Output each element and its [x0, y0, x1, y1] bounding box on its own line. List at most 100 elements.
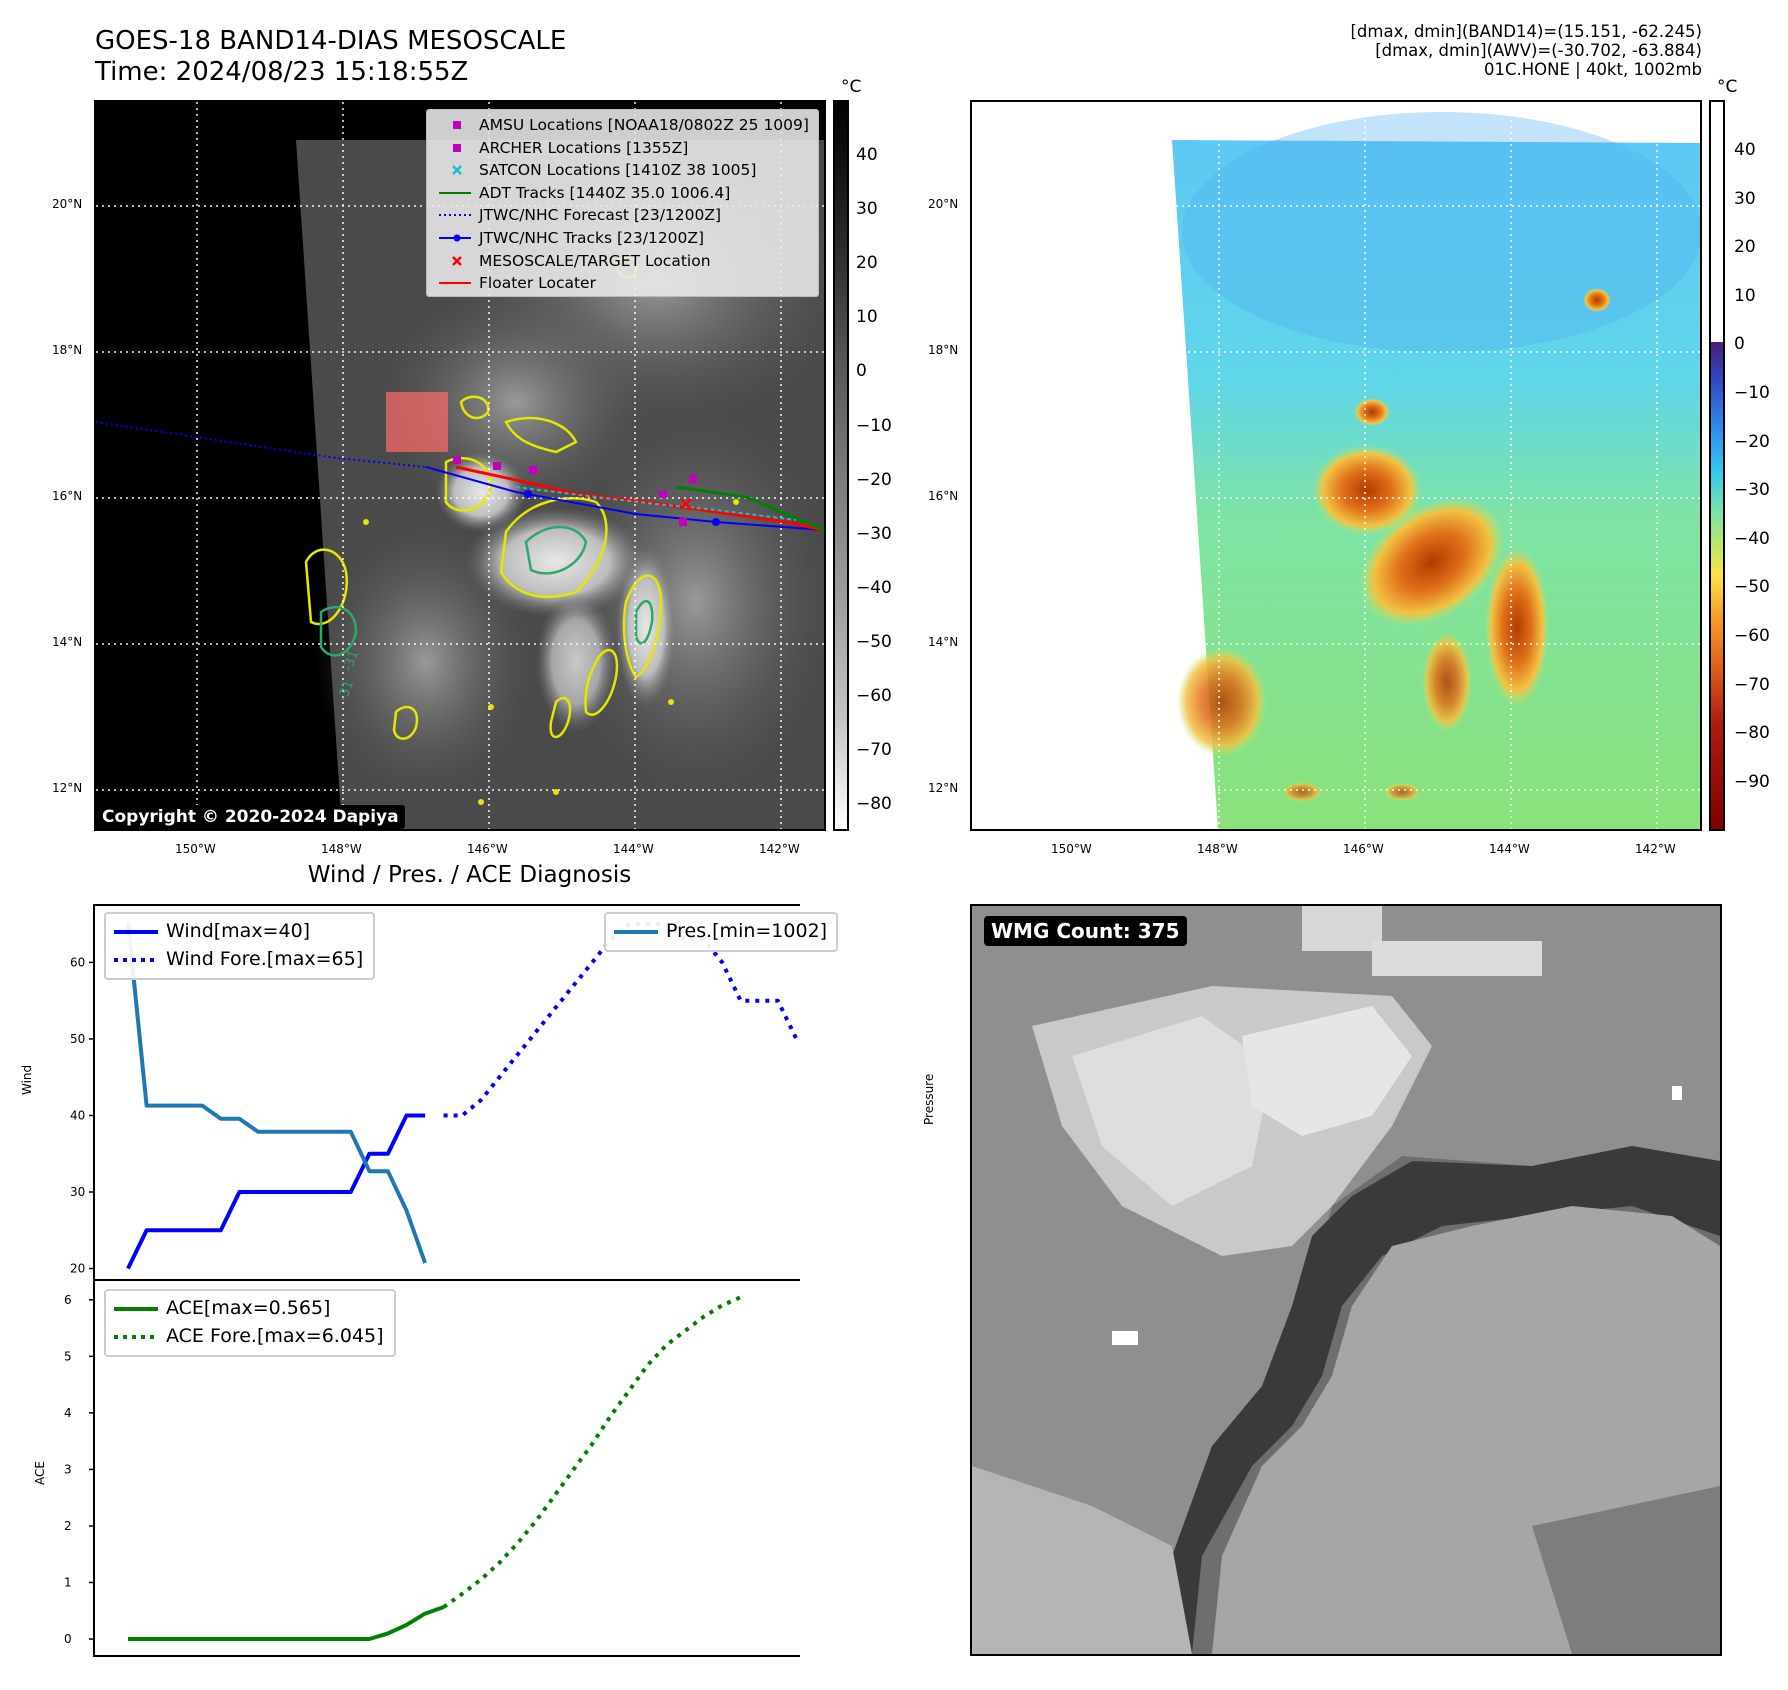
ir-colorbar-tick: −30 [856, 523, 892, 544]
legend-symbol [453, 143, 461, 152]
lon-tick-label: 142°W [759, 842, 800, 856]
lon-tick-label: 148°W [1197, 842, 1238, 856]
lat-tick-label: 16°N [52, 489, 83, 503]
ir-colorbar-tick: −20 [856, 469, 892, 490]
ace-ytick-label: 2 [64, 1519, 72, 1533]
floater-line [455, 465, 824, 532]
lat-tick-label: 18°N [928, 343, 959, 357]
ace-ytick-label: 1 [64, 1575, 72, 1589]
awv-colorbar-tick: 40 [1734, 140, 1756, 160]
title-line-2: Time: 2024/08/23 15:18:55Z [95, 57, 469, 87]
wind-ytick-label: 30 [70, 1185, 85, 1199]
ir-colorbar-tick: 0 [856, 361, 867, 382]
awv-colorbar-tick: −70 [1734, 674, 1770, 695]
awv-colorbar-tick: 30 [1734, 188, 1756, 209]
ace-ytick-label: 5 [64, 1349, 72, 1363]
wind-ytick-label: 60 [70, 955, 85, 969]
legend-symbol [439, 214, 471, 217]
awv-colorbar-tick: −50 [1734, 577, 1770, 598]
lat-tick-label: 16°N [928, 489, 959, 503]
ir-colorbar [833, 100, 849, 831]
ace-legend: ACE[max=0.565] ACE Fore.[max=6.045] [104, 1289, 396, 1357]
lon-tick-label: 150°W [175, 842, 216, 856]
ir-colorbar-tick: 40 [856, 145, 878, 165]
awv-colorbar-tick: −90 [1734, 771, 1770, 792]
lat-tick-label: 14°N [928, 635, 959, 649]
legend-label: SATCON Locations [1410Z 38 1005] [479, 161, 757, 180]
series-line-pres- [126, 921, 427, 1264]
info-line-1: [dmax, dmin](BAND14)=(15.151, -62.245) [1350, 22, 1702, 41]
awv-colorbar [1709, 100, 1725, 831]
ace-ytick-label: 3 [64, 1462, 72, 1476]
ir-colorbar-tick: −80 [856, 794, 892, 815]
legend-symbol [439, 282, 471, 285]
ir-colorbar-tick: −40 [856, 577, 892, 598]
title-line-1: GOES-18 BAND14-DIAS MESOSCALE [95, 26, 567, 56]
wind-legend: Wind[max=40] Wind Fore.[max=65] [104, 912, 375, 980]
series-line-wind [126, 1113, 426, 1270]
lat-tick-label: 14°N [52, 635, 83, 649]
awv-colorbar-unit: °C [1717, 77, 1738, 97]
legend-label: JTWC/NHC Tracks [23/1200Z] [479, 229, 705, 247]
wind-ytick-label: 20 [70, 1262, 85, 1276]
wmg-panel: WMG Count: 375 [970, 904, 1722, 1656]
awv-colorbar-tick: −80 [1734, 723, 1770, 744]
legend-label: AMSU Locations [NOAA18/0802Z 25 1009] [479, 116, 809, 134]
legend-pressure: Pres.[min=1002] [666, 920, 828, 942]
awv-colorbar-tick: −60 [1734, 626, 1770, 646]
lon-tick-label: 144°W [1489, 842, 1530, 856]
legend-symbol [439, 191, 471, 194]
wind-ylabel: Wind [20, 1064, 34, 1095]
awv-colorbar-tick: −30 [1734, 480, 1770, 501]
wind-ytick-label: 40 [70, 1108, 85, 1122]
ir-colorbar-tick: −10 [856, 415, 892, 436]
ace-ytick-label: 6 [64, 1293, 72, 1307]
contour-label: -31 [336, 678, 357, 703]
lat-tick-label: 12°N [52, 781, 83, 795]
ace-ytick-label: 4 [64, 1406, 72, 1420]
ace-ytick-label: 0 [64, 1632, 72, 1646]
chart-title: GOES-18 BAND14-DIAS MESOSCALE Time: 2024… [95, 26, 566, 88]
series-line-ace [128, 1605, 445, 1641]
ace-ylabel: ACE [33, 1461, 47, 1485]
ir-colorbar-unit: °C [841, 77, 862, 97]
lat-tick-label: 20°N [52, 197, 83, 211]
wind-ytick-label: 50 [70, 1032, 85, 1046]
lon-tick-label: 148°W [321, 842, 362, 856]
jtwc-forecast-line [96, 421, 427, 468]
legend-symbol [453, 121, 461, 129]
pressure-ylabel: Pressure [922, 1073, 936, 1125]
lat-tick-label: 18°N [52, 343, 83, 357]
legend-label: MESOSCALE/TARGET Location [479, 251, 711, 270]
ir-map-panel: -31 -31 AMSU Locations [NOAA18/0802Z 25 … [94, 100, 826, 831]
awv-map-panel [970, 100, 1702, 831]
awv-colorbar-tick: −10 [1734, 383, 1770, 403]
lon-tick-label: 146°W [467, 842, 508, 856]
lon-tick-label: 150°W [1051, 842, 1092, 856]
wmg-image [972, 906, 1720, 1654]
diagnosis-title: Wind / Pres. / ACE Diagnosis [307, 862, 632, 888]
storm-info: [dmax, dmin](BAND14)=(15.151, -62.245) [… [1350, 22, 1702, 79]
pressure-legend: Pres.[min=1002] [604, 912, 838, 952]
ir-colorbar-tick: 30 [856, 199, 878, 220]
ir-legend: AMSU Locations [NOAA18/0802Z 25 1009] ARC… [426, 109, 819, 297]
series-line-ace-fore- [442, 1295, 742, 1609]
legend-wind: Wind[max=40] [166, 920, 311, 942]
ir-colorbar-tick: 10 [856, 307, 878, 328]
awv-colorbar-tick: −40 [1734, 528, 1770, 549]
legend-ace-forecast: ACE Fore.[max=6.045] [166, 1325, 384, 1347]
legend-wind-forecast: Wind Fore.[max=65] [166, 948, 364, 970]
lon-tick-label: 142°W [1635, 842, 1676, 856]
lon-tick-label: 144°W [613, 842, 654, 856]
ir-colorbar-tick: −60 [856, 686, 892, 706]
info-line-3: 01C.HONE | 40kt, 1002mb [1483, 60, 1702, 79]
awv-colorbar-tick: 10 [1734, 285, 1756, 306]
ir-colorbar-tick: 20 [856, 253, 878, 274]
ir-colorbar-tick: −70 [856, 740, 892, 761]
legend-label: ARCHER Locations [1355Z] [479, 138, 689, 157]
awv-colorbar-tick: −20 [1734, 431, 1770, 452]
legend-symbol [452, 255, 462, 266]
copyright-badge: Copyright © 2020-2024 Dapiya [96, 805, 405, 829]
awv-image [972, 102, 1700, 829]
info-line-2: [dmax, dmin](AWV)=(-30.702, -63.884) [1375, 41, 1702, 60]
